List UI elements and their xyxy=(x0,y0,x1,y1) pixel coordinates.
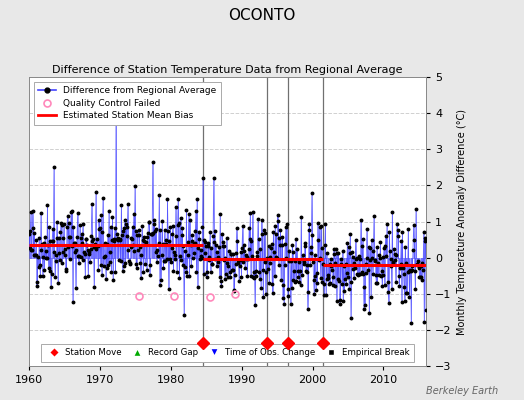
Text: Berkeley Earth: Berkeley Earth xyxy=(425,386,498,396)
Y-axis label: Monthly Temperature Anomaly Difference (°C): Monthly Temperature Anomaly Difference (… xyxy=(457,108,467,334)
Text: OCONTO: OCONTO xyxy=(228,8,296,23)
Legend: Station Move, Record Gap, Time of Obs. Change, Empirical Break: Station Move, Record Gap, Time of Obs. C… xyxy=(41,344,414,362)
Title: Difference of Station Temperature Data from Regional Average: Difference of Station Temperature Data f… xyxy=(52,65,403,75)
